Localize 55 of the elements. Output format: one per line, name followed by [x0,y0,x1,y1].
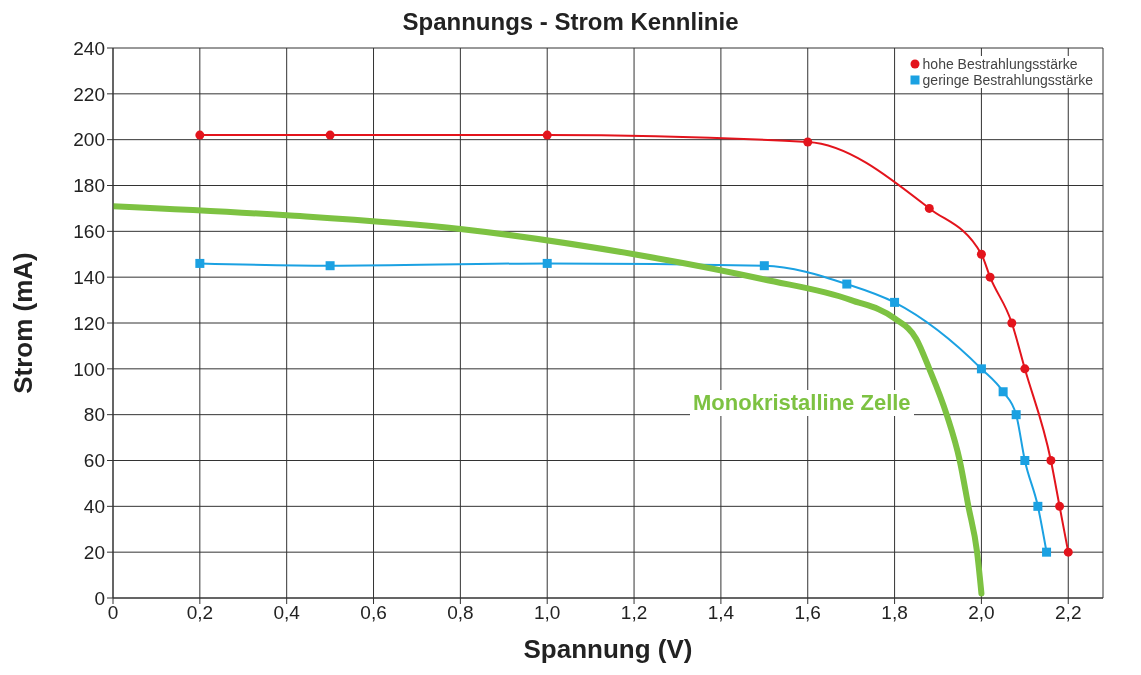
point [842,279,852,289]
y-tick-label: 240 [73,37,105,59]
legend-label: hohe Bestrahlungsstärke [922,56,1078,72]
y-tick-label: 0 [94,587,105,609]
point [325,130,335,140]
x-tick-label: 0,6 [360,602,387,624]
y-tick-label: 140 [73,266,105,288]
point [542,130,552,140]
y-tick-label: 200 [73,129,105,151]
y-axis-title: Strom (mA) [8,252,39,394]
x-tick-label: 1,2 [620,602,648,624]
y-tick-label: 120 [73,312,105,334]
x-tick-label: 1,8 [881,602,908,624]
x-tick-label: 0 [107,602,119,624]
point [998,387,1008,397]
y-tick-label: 20 [83,541,105,563]
point [1046,456,1056,465]
y-tick-label: 40 [83,496,105,518]
point [1063,547,1073,557]
x-tick-label: 0,2 [186,602,214,624]
x-tick-label: 1,6 [794,602,821,624]
point [542,258,552,268]
point [1020,456,1030,465]
point [1042,547,1052,557]
point [1055,501,1065,511]
point [890,297,900,307]
point [1007,318,1017,328]
point [976,249,986,259]
point [985,272,995,282]
x-tick-label: 1,4 [707,602,735,624]
x-tick-label: 0,4 [273,602,301,624]
y-tick-label: 180 [73,175,105,197]
y-tick-label: 60 [83,450,105,472]
x-tick-label: 2,2 [1055,602,1082,624]
point [976,364,986,374]
x-tick-label: 1,0 [534,602,561,624]
point [759,261,769,271]
y-tick-label: 80 [83,404,105,426]
point [1033,501,1043,511]
y-tick-label: 220 [73,83,105,105]
y-tick-label: 160 [73,221,105,243]
point [924,203,934,213]
x-tick-label: 0,8 [447,602,474,624]
chart-title: Spannungs - Strom Kennlinie [401,8,740,37]
legend-label: geringe Bestrahlungsstärke [922,72,1093,88]
point [803,137,813,147]
x-axis-title: Spannung (V) [523,634,693,664]
point [195,258,205,268]
point [1011,410,1021,420]
annotation: Monokristalline Zelle [690,390,914,416]
point [325,261,335,271]
x-tick-label: 2,0 [968,602,995,624]
point [1020,364,1030,374]
point [195,130,205,140]
y-tick-label: 100 [73,358,105,380]
